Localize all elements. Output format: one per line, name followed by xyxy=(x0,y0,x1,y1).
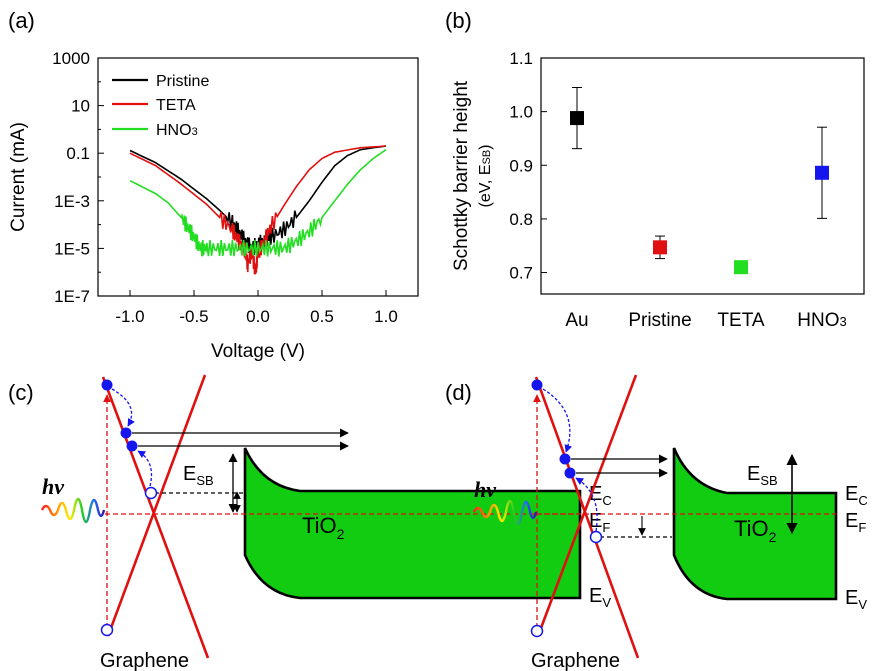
series-group-a xyxy=(129,145,387,275)
x-tick-label-b: Au xyxy=(565,310,588,331)
tio2-band-c xyxy=(243,447,582,600)
legend-a: Pristine TETA HNO3 xyxy=(112,73,209,139)
tio2-label-c: TiO2 xyxy=(302,513,345,542)
data-point-pristine xyxy=(653,240,667,255)
dirac-cone-line2-c xyxy=(106,374,207,637)
data-point-au xyxy=(570,111,584,126)
dirac-cone-line1-c xyxy=(101,376,210,659)
x-tick-label-a: -0.5 xyxy=(179,307,208,326)
panel-label-c: (c) xyxy=(8,380,34,405)
data-point-hno xyxy=(815,165,829,180)
photon-wave-icon-d xyxy=(472,499,538,526)
photon-wave-icon-c xyxy=(40,497,106,524)
graphene-label-d: Graphene xyxy=(531,650,620,671)
panel-label-b: (b) xyxy=(445,8,472,33)
data-point-teta xyxy=(734,260,748,275)
ec-label-d: EC xyxy=(845,483,868,508)
scattering-arrow-d xyxy=(575,477,598,532)
ev-label-d: EV xyxy=(845,587,867,612)
y-tick-label-b: 0.8 xyxy=(509,210,533,229)
hv-label-d: hv xyxy=(474,477,496,502)
hole-2-d xyxy=(530,624,544,638)
y-tick-label-a: 1E-3 xyxy=(54,192,90,211)
y-tick-label-a: 1000 xyxy=(52,49,90,68)
series-line-pristine xyxy=(129,145,387,255)
y-tick-label-a: 1E-7 xyxy=(54,287,90,306)
x-tick-label-a: 1.0 xyxy=(374,307,398,326)
y-ticks-a: 1E-7 1E-5 1E-3 0.1 10 1000 xyxy=(52,49,104,306)
tio2-band-d xyxy=(672,447,838,601)
scattering-arrow-c xyxy=(137,450,153,487)
y-tick-label-b: 0.7 xyxy=(509,264,533,283)
esb-label-d: ESB xyxy=(747,463,778,488)
series-line-hno3 xyxy=(129,149,387,257)
electron-1-c xyxy=(101,379,113,391)
x-tick-label-a: 0.0 xyxy=(246,307,270,326)
x-tick-label-b: HNO3 xyxy=(797,310,846,331)
x-ticks-b: Au Pristine TETA HNO3 xyxy=(565,310,846,331)
y-tick-label-b: 0.9 xyxy=(509,156,533,175)
electron-2-d xyxy=(559,453,571,465)
ef-label-c: EF xyxy=(589,510,610,535)
electron-3-d xyxy=(564,467,576,479)
dirac-cone-line2-d xyxy=(536,374,638,637)
iv-chart: -1.0 -0.5 0.0 0.5 1.0 1E-71E-51E-30.1101000 … xyxy=(8,49,419,362)
tio2-label-d: TiO2 xyxy=(734,516,777,545)
relaxation-arrow-c xyxy=(111,388,135,427)
legend-label-teta: TETA xyxy=(156,97,196,114)
ev-label-c: EV xyxy=(589,585,611,610)
y-axis-label-b-line1: Schottky barrier height xyxy=(451,80,472,271)
x-axis-label-a: Voltage (V) xyxy=(211,341,305,362)
y-axis-label-b-line2: (eV, ESB) xyxy=(477,144,494,207)
legend-label-hno3: HNO3 xyxy=(156,122,198,139)
hole-2-c xyxy=(100,623,114,637)
y-tick-label-a: 1E-5 xyxy=(54,239,90,258)
y-tick-label-a: 10 xyxy=(71,97,90,116)
x-ticks-a: -1.0 -0.5 0.0 0.5 1.0 xyxy=(115,290,398,326)
x-tick-label-a: 0.5 xyxy=(310,307,334,326)
hv-label-c: hv xyxy=(42,474,64,499)
dirac-cone-line1-d xyxy=(534,376,640,659)
y-tick-label-a: 0.1 xyxy=(66,144,90,163)
band-diagram-c: TiO2 ESB EC EF EV hv Graphene xyxy=(40,374,612,671)
ef-label-d: EF xyxy=(845,510,866,535)
points-group-b xyxy=(570,87,829,275)
plot-frame-b xyxy=(540,57,865,295)
relaxation-arrow-d xyxy=(542,388,572,453)
electron-1-d xyxy=(531,379,543,391)
hole-1-d xyxy=(589,530,603,544)
barrier-chart: Au Pristine TETA HNO3 0.7 0.8 0.9 1.0 1.1 Schot… xyxy=(451,49,865,331)
legend-label-pristine: Pristine xyxy=(156,73,209,90)
x-tick-label-a: -1.0 xyxy=(115,307,144,326)
x-tick-label-b: TETA xyxy=(717,310,764,331)
panel-label-a: (a) xyxy=(8,8,35,33)
graphene-label-c: Graphene xyxy=(100,650,189,671)
hole-1-c xyxy=(144,486,158,500)
y-axis-label-a: Current (mA) xyxy=(8,122,29,232)
panel-label-d: (d) xyxy=(445,380,472,405)
series-line-teta xyxy=(129,145,387,275)
y-tick-label-b: 1.0 xyxy=(509,103,533,122)
esb-label-c: ESB xyxy=(183,463,214,488)
x-tick-label-b: Pristine xyxy=(628,310,691,331)
y-tick-label-b: 1.1 xyxy=(509,49,533,68)
y-ticks-b: 0.7 0.8 0.9 1.0 1.1 xyxy=(509,49,547,283)
electron-2-c xyxy=(120,427,132,439)
electron-3-c xyxy=(126,440,138,452)
band-diagram-d: TiO2 ESB EC EF EV hv Graphene xyxy=(472,374,868,671)
